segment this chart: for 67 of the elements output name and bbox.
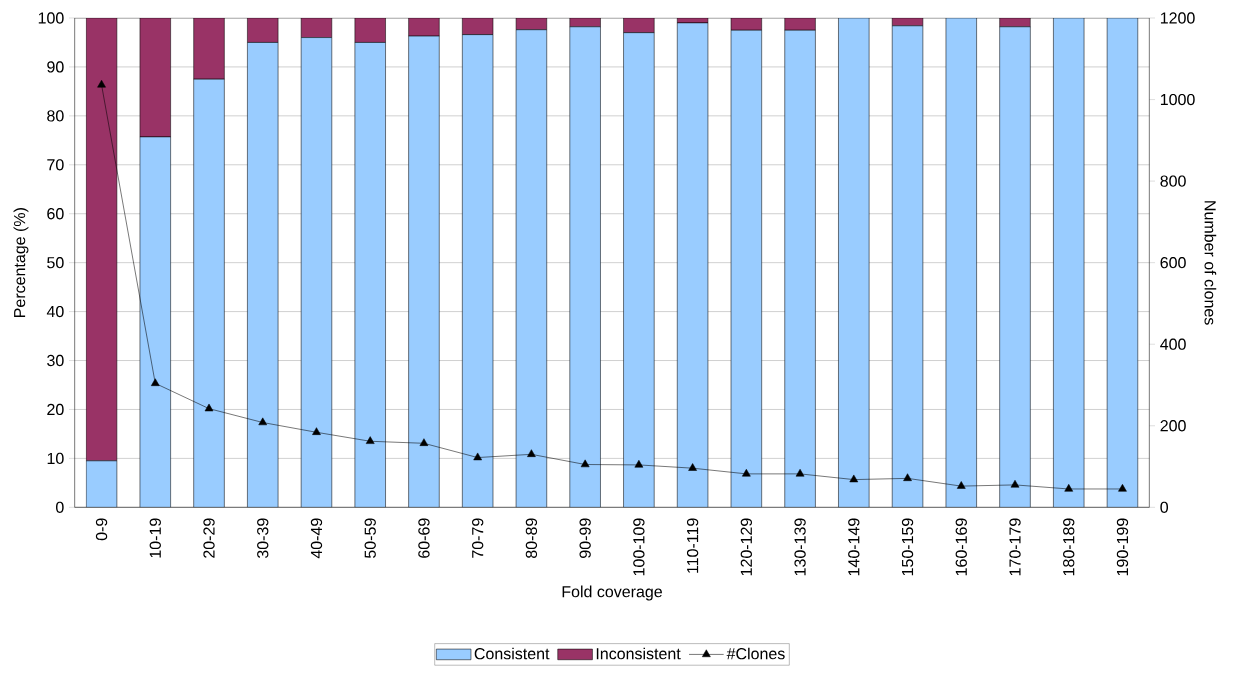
- point: [580, 459, 590, 468]
- x-tick-label: 0-9: [95, 518, 108, 541]
- x-axis-title: Fold coverage: [562, 585, 662, 601]
- y2-tick-label: 800: [1160, 175, 1186, 187]
- y2-tick-label: 1200: [1160, 12, 1195, 24]
- point: [1118, 484, 1127, 492]
- legend-label: #Clones: [726, 647, 785, 660]
- point: [312, 427, 321, 435]
- x-tick-label: 120-129: [740, 518, 752, 576]
- x-tick-label: 50-59: [364, 518, 376, 558]
- point: [849, 474, 859, 483]
- y2-tick-label: 1000: [1160, 93, 1195, 106]
- point: [473, 452, 482, 461]
- x-tick-label: 190-199: [1116, 518, 1129, 576]
- y-axis-title: Percentage (%): [13, 208, 29, 317]
- y-tick-label: 60: [47, 208, 64, 220]
- x-tick-label: 30-39: [257, 518, 269, 559]
- x-tick-label: 180-189: [1063, 518, 1075, 576]
- x-tick-label: 80-89: [525, 518, 538, 558]
- bar: [193, 17, 225, 80]
- x-tick-label: 150-159: [901, 518, 914, 576]
- y-tick-label: 70: [47, 159, 64, 171]
- point: [97, 79, 106, 88]
- y-tick-label: 40: [46, 305, 64, 318]
- point: [688, 463, 697, 471]
- y2-tick-label: 600: [1160, 257, 1186, 269]
- x-tick-label: 110-119: [686, 518, 699, 573]
- y2-tick-label: 0: [1160, 501, 1169, 513]
- y-tick-label: 80: [47, 110, 64, 122]
- y-tick-label: 90: [47, 61, 64, 73]
- x-tick-label: 140-149: [848, 518, 860, 576]
- point: [956, 481, 966, 489]
- point: [1064, 484, 1074, 492]
- point: [634, 459, 644, 468]
- point: [365, 436, 375, 444]
- legend-label: Inconsistent: [596, 647, 681, 660]
- y-tick-label: 0: [56, 501, 64, 513]
- point: [742, 468, 751, 477]
- y2-tick-label: 200: [1160, 420, 1186, 432]
- point: [258, 417, 268, 426]
- y-tick-label: 20: [47, 403, 64, 416]
- x-tick-label: 10-19: [149, 518, 161, 558]
- point: [1010, 479, 1020, 488]
- point: [150, 378, 160, 386]
- x-tick-label: 160-169: [955, 518, 967, 576]
- x-tick-label: 70-79: [472, 518, 484, 558]
- point: [795, 468, 805, 477]
- x-tick-label: 60-69: [418, 518, 430, 558]
- bar: [139, 17, 171, 138]
- point: [903, 473, 912, 481]
- x-tick-label: 100-109: [633, 518, 645, 576]
- point: [204, 403, 214, 412]
- y-tick-label: 30: [47, 354, 64, 367]
- y-tick-label: 50: [47, 257, 64, 269]
- y-tick-label: 100: [38, 12, 64, 24]
- x-tick-label: 20-29: [203, 518, 215, 558]
- point: [527, 449, 536, 457]
- point: [419, 438, 429, 446]
- x-tick-label: 40-49: [310, 518, 323, 559]
- x-tick-label: 90-99: [579, 518, 591, 558]
- legend-label: Consistent: [474, 647, 550, 660]
- x-tick-label: 130-139: [794, 518, 806, 576]
- y-tick-label: 10: [47, 452, 64, 465]
- x-tick-label: 170-179: [1009, 518, 1021, 576]
- y2-tick-label: 400: [1160, 338, 1186, 350]
- y2-axis-title: Number of clones: [1204, 201, 1217, 325]
- bar: [85, 17, 118, 462]
